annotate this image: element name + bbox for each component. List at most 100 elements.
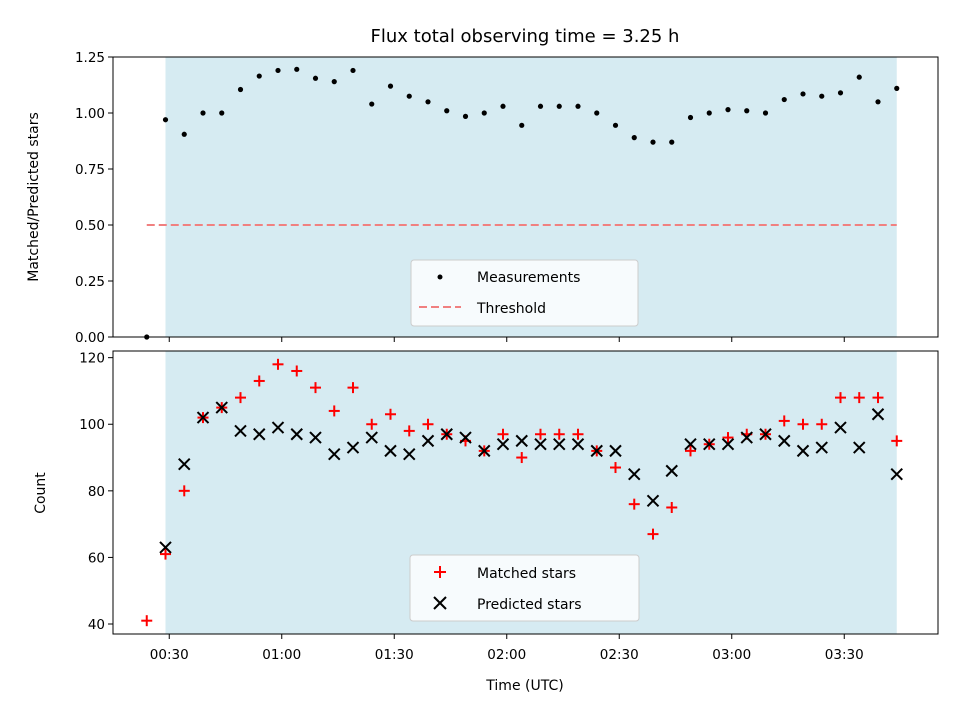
measurement-point bbox=[762, 110, 769, 116]
measurement-point bbox=[856, 74, 862, 80]
x-tick-label: 02:30 bbox=[600, 647, 639, 663]
predicted-star-point bbox=[834, 421, 847, 434]
measurement-point bbox=[350, 67, 356, 74]
predicted-star-point bbox=[159, 541, 172, 554]
top-axes-frame bbox=[112, 56, 939, 338]
bottom-y-tick-label: 40 bbox=[88, 617, 105, 633]
matched-star-point bbox=[816, 418, 828, 430]
measurement-point bbox=[819, 93, 825, 99]
predicted-star-point bbox=[271, 421, 285, 434]
measurement-point bbox=[706, 110, 712, 116]
top-y-tick-label: 0.25 bbox=[75, 274, 105, 290]
matched-star-point bbox=[666, 501, 678, 513]
predicted-star-point bbox=[553, 438, 566, 451]
measurement-point bbox=[425, 99, 431, 105]
measurement-point bbox=[894, 85, 900, 91]
top-y-tick-label: 0.50 bbox=[75, 218, 105, 234]
top-x-ticks bbox=[168, 337, 845, 342]
matched-star-point bbox=[647, 528, 659, 540]
predicted-star-point bbox=[384, 444, 397, 458]
x-tick-label: 01:30 bbox=[375, 647, 414, 663]
matched-star-point bbox=[347, 382, 359, 394]
predicted-star-point bbox=[346, 441, 360, 454]
measurement-point bbox=[406, 93, 412, 99]
predicted-stars-legend-marker bbox=[433, 596, 447, 610]
matched-star-point bbox=[685, 445, 696, 457]
matched-star-point bbox=[572, 428, 584, 440]
measurement-point bbox=[294, 66, 300, 72]
predicted-star-point bbox=[646, 494, 660, 508]
measurement-point bbox=[387, 83, 394, 89]
measurement-point bbox=[462, 113, 469, 119]
matched-star-point bbox=[535, 428, 546, 440]
predicted-star-point bbox=[478, 444, 491, 458]
predicted-star-point bbox=[684, 438, 697, 451]
measurement-point bbox=[744, 108, 750, 114]
matched-star-point bbox=[160, 548, 171, 560]
predicted-star-point bbox=[759, 428, 772, 441]
predicted-stars-legend-label: Predicted stars bbox=[477, 597, 582, 613]
measurement-point bbox=[519, 122, 525, 128]
predicted-star-point bbox=[365, 431, 378, 444]
measurement-point bbox=[237, 86, 244, 93]
measurement-point bbox=[500, 103, 506, 109]
matched-star-point bbox=[253, 375, 265, 387]
matched-star-point bbox=[835, 392, 846, 404]
predicted-star-point bbox=[871, 408, 885, 421]
measurement-point bbox=[631, 135, 637, 141]
bottom-y-tick-label: 100 bbox=[79, 417, 105, 433]
measurement-point bbox=[669, 139, 675, 145]
top-y-tick-label: 0.75 bbox=[75, 162, 105, 178]
matched-star-point bbox=[797, 418, 809, 430]
measurement-point bbox=[650, 139, 656, 145]
matched-star-point bbox=[328, 405, 340, 417]
matched-star-point bbox=[516, 452, 528, 464]
top-y-ticks: 0.00 0.25 0.50 0.75 1.00 1.25 bbox=[75, 50, 113, 346]
measurement-point bbox=[369, 101, 375, 107]
measurement-point bbox=[444, 108, 450, 114]
predicted-star-point bbox=[534, 438, 547, 451]
matched-star-point bbox=[497, 428, 509, 440]
top-legend-box bbox=[410, 259, 639, 327]
matched-star-point bbox=[235, 392, 246, 404]
measurement-point bbox=[331, 79, 337, 85]
x-tick-label: 03:30 bbox=[825, 647, 864, 663]
matched-stars-legend-label: Matched stars bbox=[477, 566, 576, 582]
measurement-point bbox=[481, 110, 487, 116]
matched-stars-legend-marker bbox=[434, 566, 446, 578]
measurements-legend-marker bbox=[437, 274, 443, 280]
predicted-star-point bbox=[853, 441, 866, 454]
matched-star-point bbox=[872, 392, 884, 404]
measurement-point bbox=[312, 75, 319, 81]
measurement-point bbox=[837, 90, 844, 96]
bottom-y-axis-label: Count bbox=[33, 472, 49, 514]
measurement-point bbox=[556, 103, 562, 109]
predicted-star-point bbox=[234, 424, 247, 438]
predicted-star-point bbox=[196, 411, 210, 424]
bottom-y-tick-label: 120 bbox=[79, 351, 105, 367]
measurement-point bbox=[162, 117, 169, 123]
x-tick-label: 01:00 bbox=[262, 647, 301, 663]
measurement-point bbox=[200, 110, 206, 116]
predicted-star-point bbox=[796, 444, 810, 458]
matched-star-point bbox=[403, 425, 415, 437]
predicted-star-point bbox=[703, 438, 716, 451]
predicted-star-point bbox=[571, 438, 585, 451]
matched-star-point bbox=[291, 365, 303, 377]
matched-star-point bbox=[385, 408, 396, 420]
bottom-panel: 40 60 80 100 120 00:30 01:00 01:30 02:00 02:30 03… bbox=[33, 350, 939, 694]
threshold-legend-label: Threshold bbox=[476, 301, 546, 317]
measurement-point bbox=[537, 103, 544, 109]
predicted-star-point bbox=[215, 401, 228, 414]
measurement-point bbox=[781, 96, 787, 103]
predicted-star-point bbox=[459, 431, 472, 444]
predicted-star-point bbox=[421, 434, 435, 448]
x-tick-label: 02:00 bbox=[487, 647, 526, 663]
matched-star-point bbox=[178, 485, 190, 497]
matched-star-point bbox=[310, 382, 321, 394]
bottom-y-ticks: 40 60 80 100 120 bbox=[79, 351, 113, 633]
predicted-star-point bbox=[253, 428, 266, 441]
predicted-star-point bbox=[590, 444, 603, 458]
predicted-star-point bbox=[178, 457, 191, 471]
